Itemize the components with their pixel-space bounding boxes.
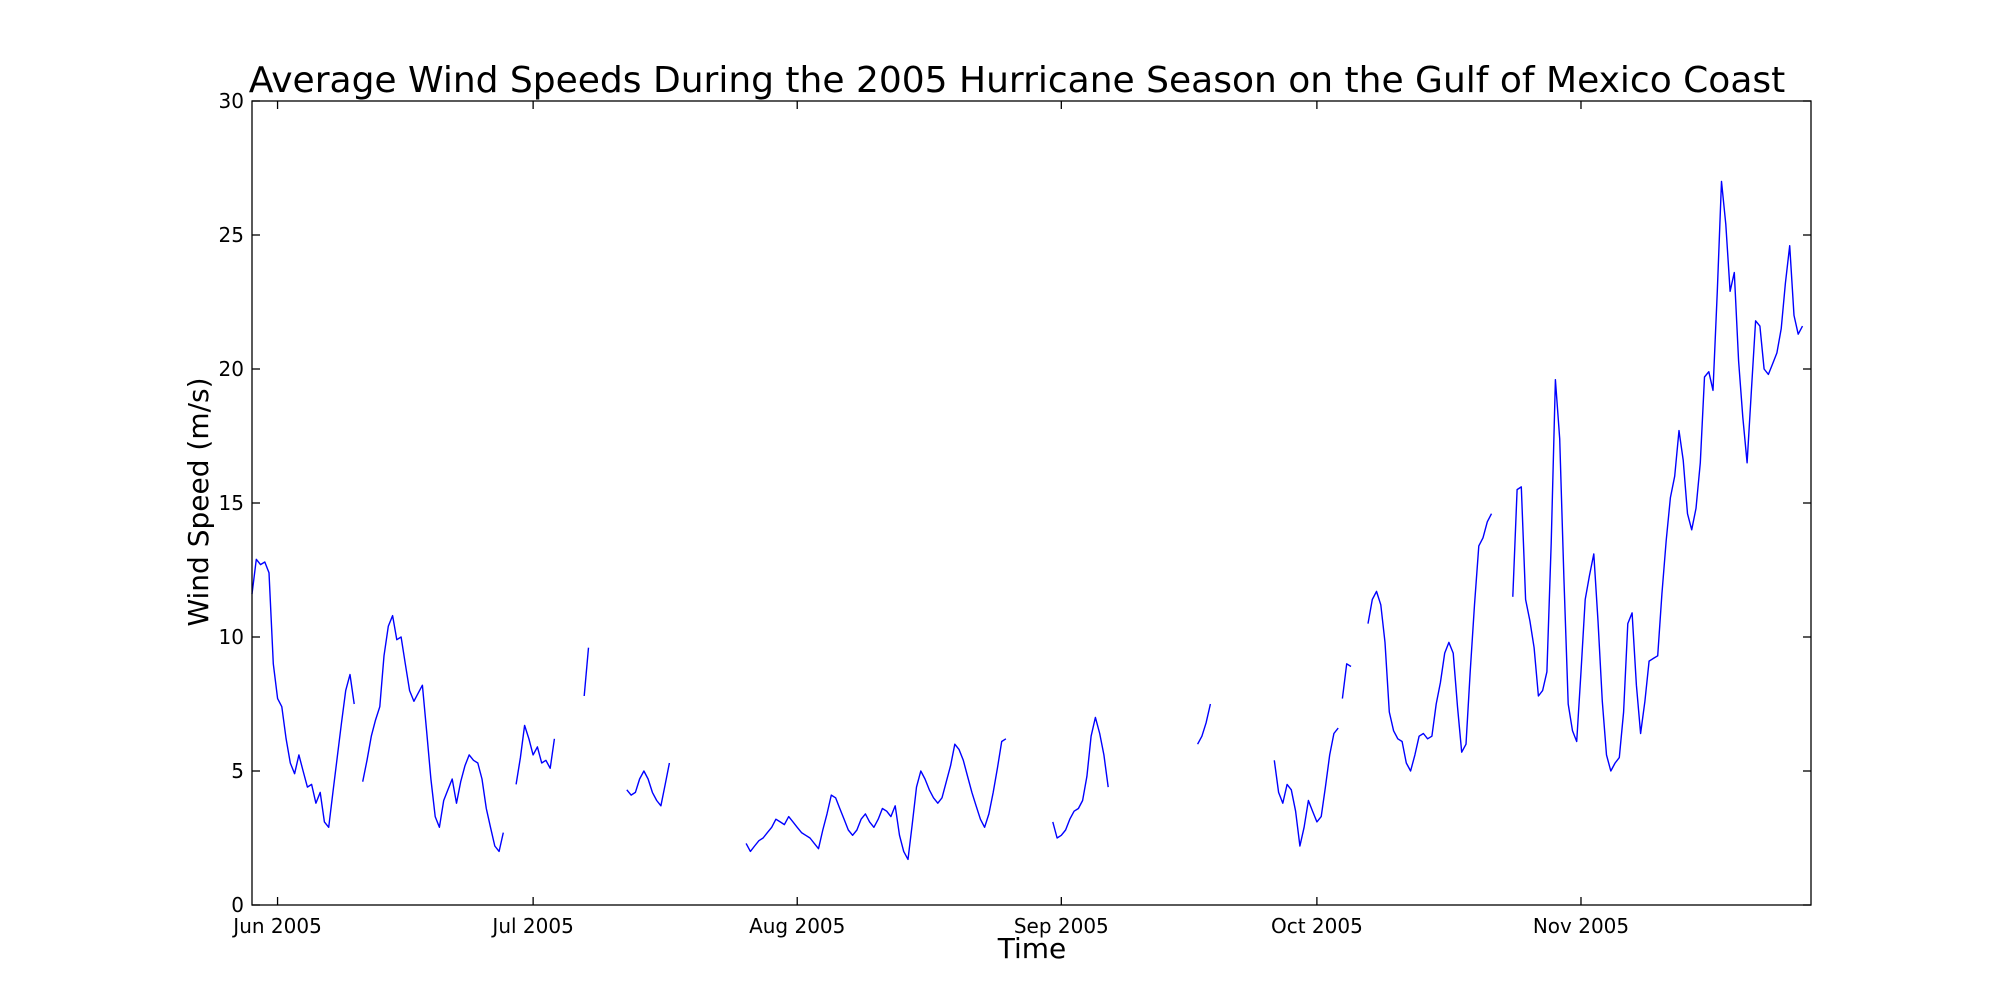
wind-speed-line-segment	[745, 738, 1007, 861]
plot-frame	[251, 100, 1812, 906]
y-tick-label: 20	[219, 357, 244, 381]
wind-speed-line-segment	[1196, 703, 1212, 745]
x-tick-label: Sep 2005	[1014, 914, 1109, 938]
wind-speed-line-segment	[362, 614, 504, 853]
x-tick-label: Jun 2005	[231, 914, 322, 938]
x-axis-label: Time	[997, 932, 1067, 965]
y-tick-label: 5	[231, 759, 244, 783]
wind-speed-line-segment	[626, 762, 671, 807]
wind-speed-line-segment	[1052, 716, 1109, 839]
y-tick-label: 0	[231, 893, 244, 917]
y-tick-label: 30	[219, 89, 244, 113]
wind-speed-line-segment	[1367, 513, 1493, 772]
wind-speed-line-segment	[251, 558, 355, 828]
chart-title: Average Wind Speeds During the 2005 Hurr…	[249, 60, 1786, 101]
wind-speed-line-segment	[1273, 727, 1339, 847]
x-tick-label: Nov 2005	[1533, 914, 1629, 938]
y-tick-label: 15	[219, 491, 244, 515]
y-tick-label: 10	[219, 625, 244, 649]
x-tick-label: Jul 2005	[490, 914, 573, 938]
ticks-layer: Jun 2005 Jul 2005 Aug 2005 Sep 2005 Oct 2005…	[219, 89, 1811, 938]
y-tick-label: 25	[219, 223, 244, 247]
y-axis-label: Wind Speed (m/s)	[182, 377, 215, 626]
wind-speed-line-segment	[583, 647, 590, 697]
series-layer	[251, 180, 1804, 861]
wind-speed-line-segment	[515, 724, 556, 785]
wind-speed-line-segment	[1341, 663, 1352, 699]
x-tick-label: Aug 2005	[749, 914, 845, 938]
wind-speed-line-segment	[1512, 180, 1804, 772]
x-tick-label: Oct 2005	[1271, 914, 1363, 938]
